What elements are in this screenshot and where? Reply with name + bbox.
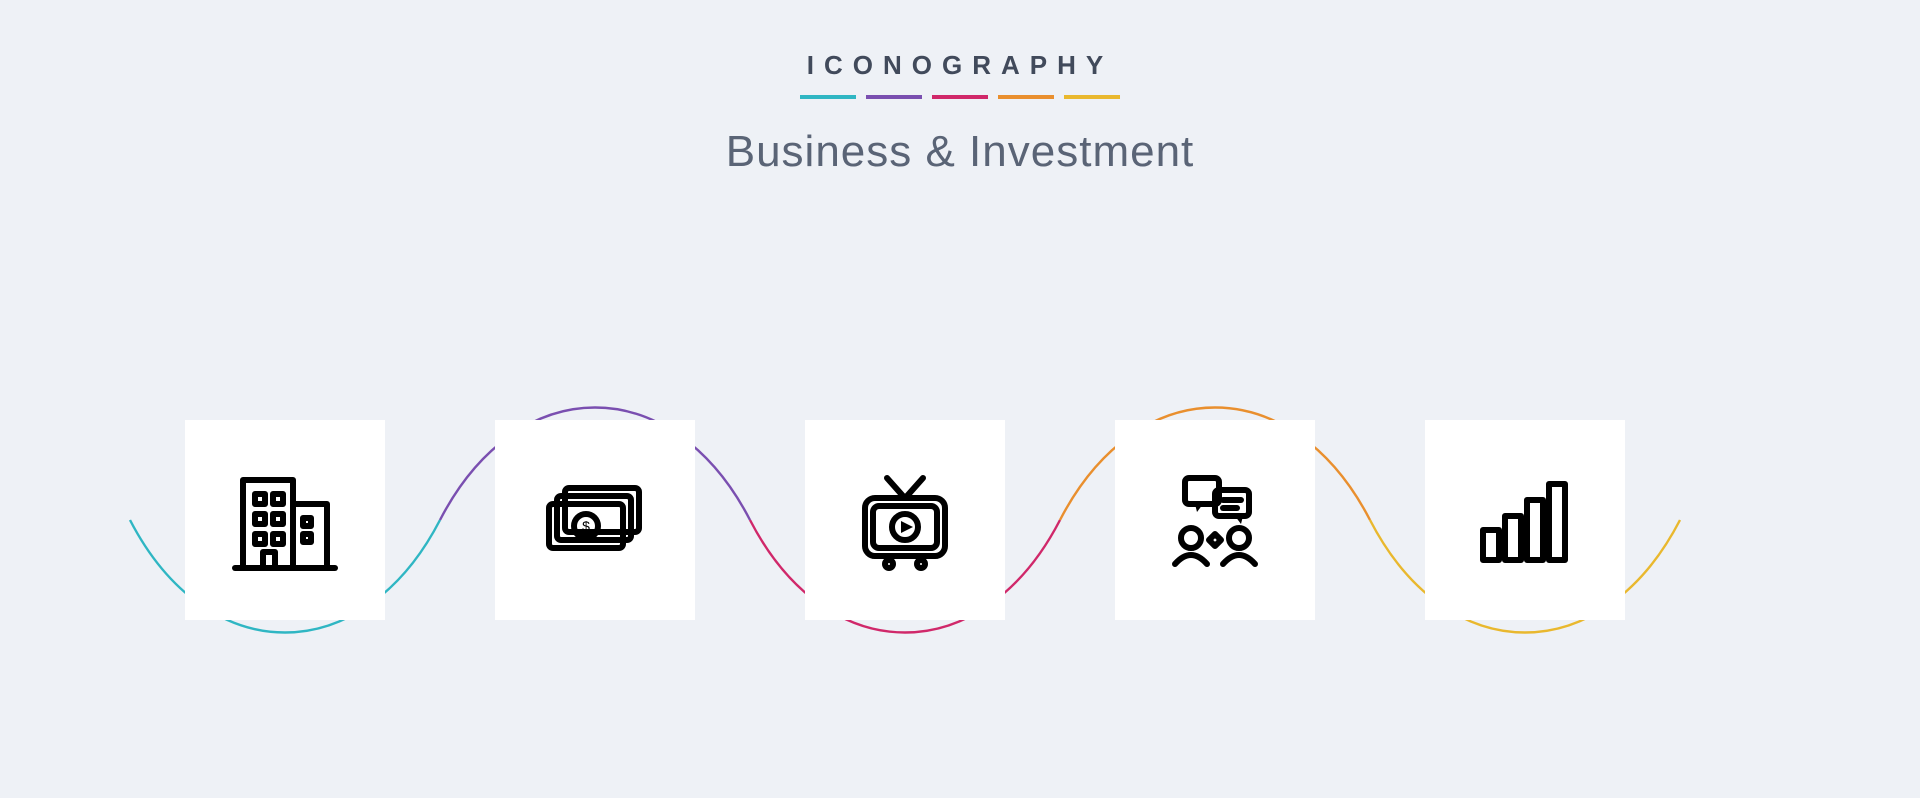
- building-icon: [185, 420, 385, 620]
- tv-icon: [805, 420, 1005, 620]
- chat-icon: [1115, 420, 1315, 620]
- money-icon: $: [495, 420, 695, 620]
- icon-tiles: $: [0, 0, 1920, 798]
- bar-chart-icon: [1425, 420, 1625, 620]
- svg-text:$: $: [582, 518, 590, 534]
